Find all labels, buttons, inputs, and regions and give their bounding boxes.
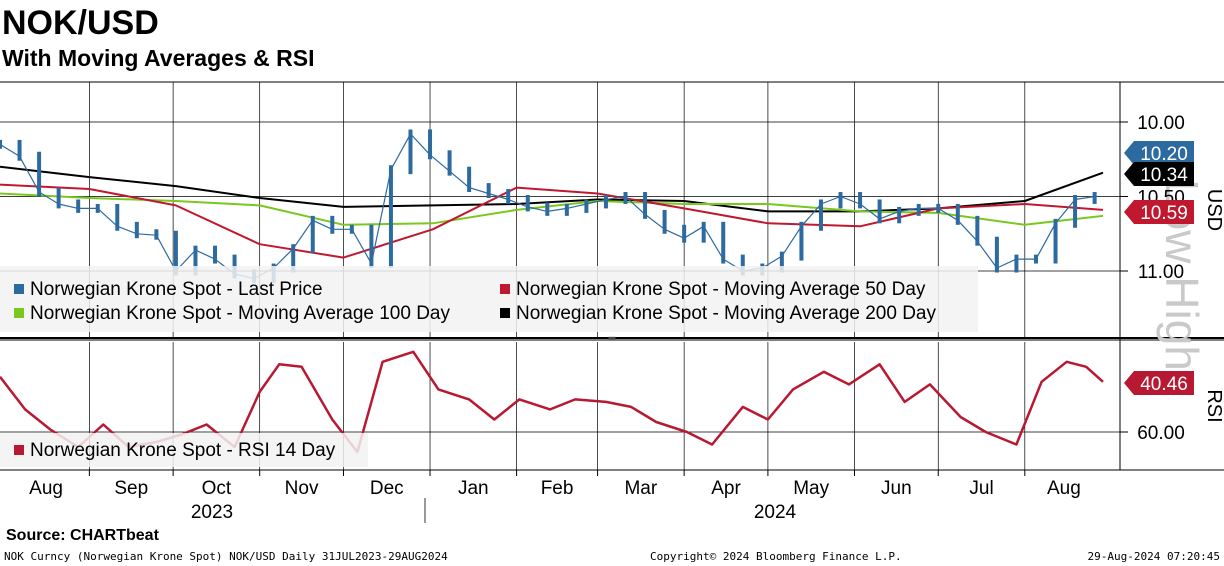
month-tick-label: May	[793, 478, 829, 499]
legend-label: Norwegian Krone Spot - Moving Average 50…	[516, 279, 926, 300]
chart-title: NOK/USD	[2, 4, 159, 42]
month-tick-label: Apr	[711, 478, 741, 499]
value-tag-shape	[1124, 200, 1194, 224]
month-tick-label: Feb	[541, 478, 574, 499]
legend-swatch	[500, 308, 510, 318]
month-tick-label: Mar	[624, 478, 657, 499]
month-tick-label: Dec	[370, 478, 404, 499]
rsi-legend-box	[0, 433, 368, 467]
value-tag-shape	[1124, 162, 1194, 186]
value-tag-shape	[1124, 371, 1194, 395]
security-info: NOK Curncy (Norwegian Krone Spot) NOK/US…	[4, 550, 448, 563]
panel-splitter-handle: ═	[607, 333, 616, 344]
legend-layer: Norwegian Krone Spot - Last Price Norwegi…	[0, 266, 978, 467]
legend-label: Norwegian Krone Spot - Last Price	[30, 279, 323, 300]
month-tick-label: Jun	[881, 478, 912, 499]
month-tick-label: Nov	[285, 478, 319, 499]
value-tag-price: 10.20	[1124, 141, 1194, 165]
value-tag-label: 10.20	[1140, 144, 1188, 165]
price-tick-label: 10.00	[1137, 113, 1185, 134]
timestamp: 29-Aug-2024 07:20:45	[1087, 550, 1220, 563]
month-tick-label: Aug	[29, 478, 63, 499]
year-label-2023: 2023	[191, 502, 233, 523]
nok-usd-chart: ═ Low High Aug Sep Oct Nov Dec Jan Feb Mar Apr Ma…	[0, 81, 1224, 523]
source-note: Source: CHARTbeat	[6, 527, 159, 544]
legend-swatch	[14, 445, 24, 455]
legend-label: Norwegian Krone Spot - Moving Average 20…	[516, 303, 937, 324]
legend-swatch	[500, 284, 510, 294]
axis-layer: Aug Sep Oct Nov Dec Jan Feb Mar Apr May Jun Jul Aug 2…	[29, 113, 1224, 523]
legend-swatch	[14, 284, 24, 294]
legend-label: Norwegian Krone Spot - RSI 14 Day	[30, 440, 336, 461]
chart-subtitle: With Moving Averages & RSI	[2, 45, 315, 71]
price-tick-label: 11.00	[1138, 262, 1184, 283]
ma50-line	[0, 183, 1104, 259]
value-tag-label: 40.46	[1140, 374, 1188, 395]
price-axis-title: USD	[1203, 189, 1224, 231]
value-tag-label: 10.34	[1140, 165, 1188, 186]
month-tick-label: Jan	[458, 478, 489, 499]
value-tag-ma50: 10.59	[1124, 200, 1194, 224]
month-tick-label: Oct	[202, 478, 232, 499]
price-legend-box	[0, 266, 978, 332]
year-label-2024: 2024	[754, 502, 797, 523]
month-tick-label: Aug	[1047, 478, 1081, 499]
copyright-note: Copyright© 2024 Bloomberg Finance L.P.	[650, 550, 902, 563]
legend-swatch	[14, 308, 24, 318]
value-tag-rsi: 40.46	[1124, 371, 1194, 395]
rsi-tick-label: 60.00	[1137, 423, 1185, 444]
price-line	[0, 133, 1095, 280]
ma100-line	[0, 192, 1104, 226]
legend-label: Norwegian Krone Spot - Moving Average 10…	[30, 303, 451, 324]
value-tag-shape	[1124, 141, 1194, 165]
month-tick-label: Jul	[969, 478, 993, 499]
value-tag-ma200: 10.34	[1124, 162, 1194, 186]
value-tag-label: 10.59	[1140, 203, 1188, 224]
rsi-axis-title: RSI	[1203, 389, 1224, 422]
month-tick-label: Sep	[114, 478, 148, 499]
